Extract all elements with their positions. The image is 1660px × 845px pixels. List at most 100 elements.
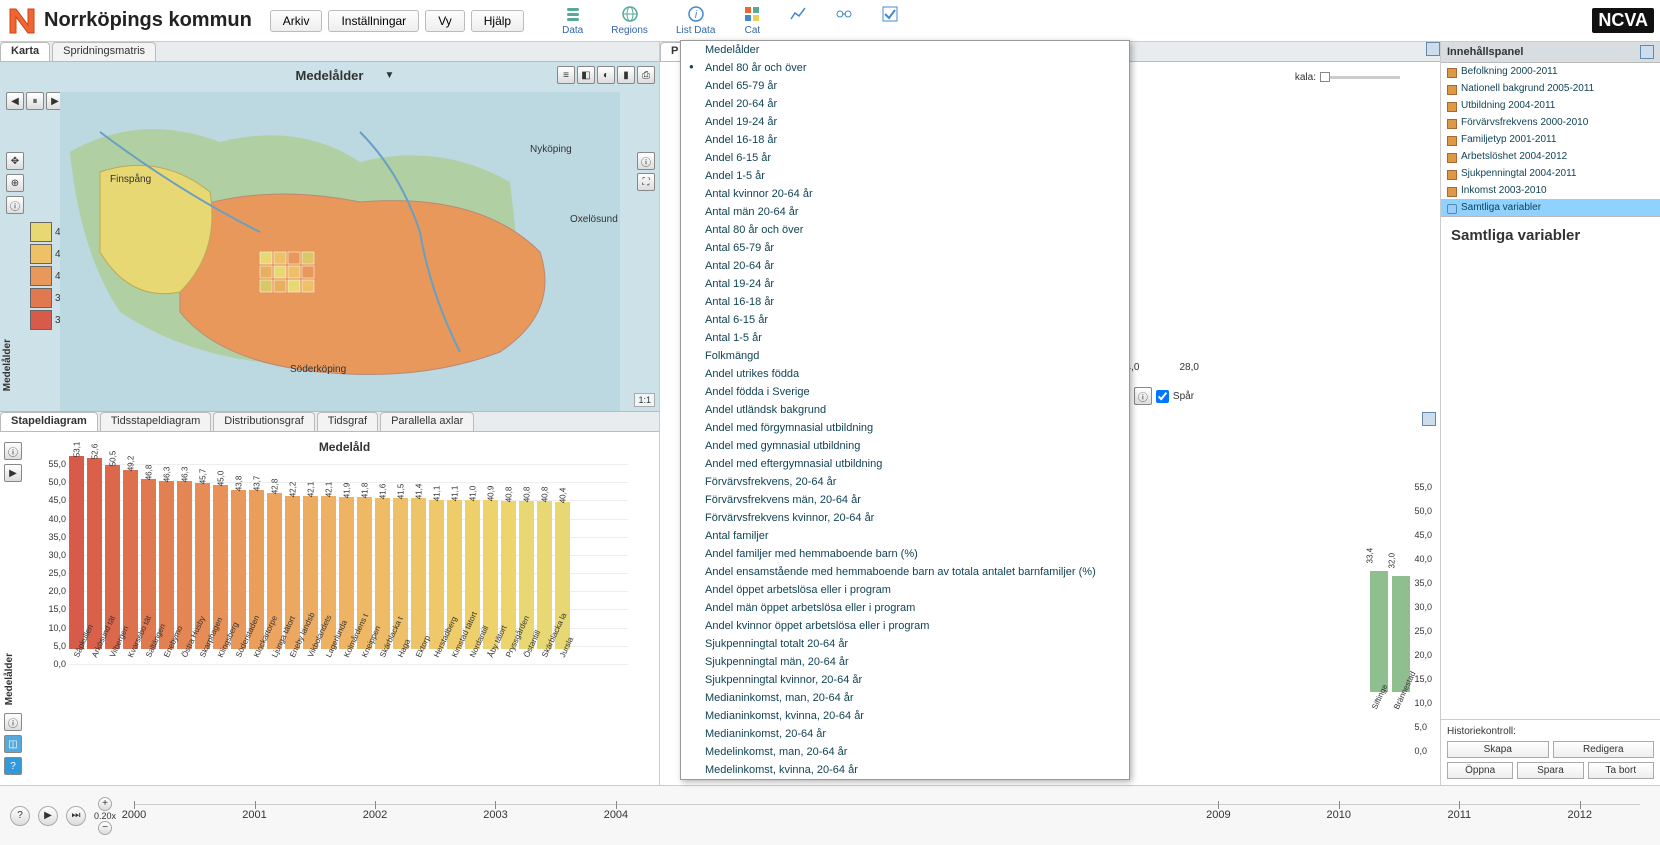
toolbar-link[interactable] — [835, 5, 853, 25]
dropdown-item[interactable]: Andel 6-15 år — [681, 149, 1129, 167]
nav-pause[interactable]: ⏸ — [26, 92, 44, 110]
history-redigera[interactable]: Redigera — [1553, 741, 1655, 758]
map-variable-dropdown[interactable]: ▼ — [385, 70, 395, 81]
chart-tab-3[interactable]: Tidsgraf — [317, 412, 378, 431]
timeline-year[interactable]: 2009 — [1206, 809, 1230, 821]
dropdown-item[interactable]: Andel 19-24 år — [681, 113, 1129, 131]
dropdown-item[interactable]: Andel med eftergymnasial utbildning — [681, 455, 1129, 473]
panel-item[interactable]: Sjukpenningtal 2004-2011 — [1441, 165, 1660, 182]
chart-tab-1[interactable]: Tidsstapeldiagram — [100, 412, 211, 431]
dropdown-item[interactable]: Antal 20-64 år — [681, 257, 1129, 275]
chart-help2-icon[interactable]: ? — [4, 757, 22, 775]
dropdown-item[interactable]: Andel utländsk bakgrund — [681, 401, 1129, 419]
timeline-year[interactable]: 2000 — [122, 809, 146, 821]
scale-slider[interactable] — [1320, 76, 1400, 79]
nav-left[interactable]: ◀ — [6, 92, 24, 110]
speed-down-button[interactable]: − — [98, 821, 112, 835]
content-panel-fullscreen[interactable] — [1640, 45, 1654, 59]
dropdown-item[interactable]: Medelinkomst, kvinna, 20-64 år — [681, 761, 1129, 779]
toolbar-chart[interactable] — [789, 5, 807, 25]
toolbar-check[interactable] — [881, 5, 899, 25]
dropdown-item[interactable]: Antal 19-24 år — [681, 275, 1129, 293]
dropdown-item[interactable]: Förvärvsfrekvens kvinnor, 20-64 år — [681, 509, 1129, 527]
pan-icon[interactable]: ✥ — [6, 152, 24, 170]
timeline-year[interactable]: 2004 — [604, 809, 628, 821]
dropdown-item[interactable]: Andel med gymnasial utbildning — [681, 437, 1129, 455]
dropdown-item[interactable]: Antal män 20-64 år — [681, 203, 1129, 221]
timeline-year[interactable]: 2002 — [363, 809, 387, 821]
panel-item-selected[interactable]: Samtliga variabler — [1441, 199, 1660, 216]
bar[interactable]: 41,4Ektorp — [410, 487, 427, 664]
dropdown-item[interactable]: Medianinkomst, 20-64 år — [681, 725, 1129, 743]
variable-dropdown[interactable]: MedelålderAndel 80 år och överAndel 65-7… — [680, 40, 1130, 780]
dropdown-item[interactable]: Förvärvsfrekvens, 20-64 år — [681, 473, 1129, 491]
menu-vy[interactable]: Vy — [425, 10, 465, 32]
spar-info-icon[interactable]: ⓘ — [1134, 387, 1152, 405]
layers-icon[interactable]: ≡ — [557, 66, 575, 84]
dropdown-item[interactable]: Andel utrikes födda — [681, 365, 1129, 383]
choropleth-map[interactable]: FinspångNyköpingOxelösundSöderköping — [60, 92, 620, 412]
dropdown-item[interactable]: Antal 65-79 år — [681, 239, 1129, 257]
contrast-icon[interactable]: ◐ — [597, 66, 615, 84]
panel-item[interactable]: Nationell bakgrund 2005-2011 — [1441, 80, 1660, 97]
green-bar[interactable]: 33,4Siftinge — [1370, 571, 1388, 692]
menu-inställningar[interactable]: Inställningar — [328, 10, 419, 32]
timeline-year[interactable]: 2001 — [242, 809, 266, 821]
timeline-help-icon[interactable]: ? — [10, 806, 30, 826]
dropdown-item[interactable]: Antal 16-18 år — [681, 293, 1129, 311]
timeline-year[interactable]: 2010 — [1327, 809, 1351, 821]
green-bar[interactable]: 32,0Brännestad — [1392, 576, 1410, 692]
menu-arkiv[interactable]: Arkiv — [270, 10, 323, 32]
toolbar-data[interactable]: Data — [562, 5, 583, 36]
toolbar-list data[interactable]: iList Data — [676, 5, 715, 36]
dropdown-item[interactable]: Andel öppet arbetslösa eller i program — [681, 581, 1129, 599]
chart-play-icon[interactable]: ▶ — [4, 464, 22, 482]
panel-item[interactable]: Förvärvsfrekvens 2000-2010 — [1441, 114, 1660, 131]
fullscreen-icon[interactable] — [1426, 42, 1440, 56]
dropdown-item[interactable]: Andel män öppet arbetslösa eller i progr… — [681, 599, 1129, 617]
spar-checkbox[interactable] — [1156, 390, 1169, 403]
dropdown-item[interactable]: Antal 6-15 år — [681, 311, 1129, 329]
info2-icon[interactable]: ⓘ — [637, 152, 655, 170]
history-skapa[interactable]: Skapa — [1447, 741, 1549, 758]
print-icon[interactable]: ⎙ — [637, 66, 655, 84]
menu-hjälp[interactable]: Hjälp — [471, 10, 524, 32]
dropdown-item[interactable]: Andel 20-64 år — [681, 95, 1129, 113]
map-tab-1[interactable]: Spridningsmatris — [52, 42, 156, 61]
dropdown-item[interactable]: Andel 65-79 år — [681, 77, 1129, 95]
timeline-step-button[interactable]: ⏭ — [66, 806, 86, 826]
dropdown-item[interactable]: Antal 1-5 år — [681, 329, 1129, 347]
chart-help-icon[interactable]: ⓘ — [4, 713, 22, 731]
dropdown-item[interactable]: Folkmängd — [681, 347, 1129, 365]
chart-tab-4[interactable]: Parallella axlar — [380, 412, 474, 431]
panel-item[interactable]: Utbildning 2004-2011 — [1441, 97, 1660, 114]
dropdown-item[interactable]: Andel kvinnor öppet arbetslösa eller i p… — [681, 617, 1129, 635]
toolbar-cat[interactable]: Cat — [743, 5, 761, 36]
chart-crop-icon[interactable]: ◫ — [4, 735, 22, 753]
dropdown-item[interactable]: Andel 80 år och över — [681, 59, 1129, 77]
green-chart-fullscreen[interactable] — [1422, 412, 1436, 426]
dropdown-item[interactable]: Andel familjer med hemmaboende barn (%) — [681, 545, 1129, 563]
dropdown-item[interactable]: Andel med förgymnasial utbildning — [681, 419, 1129, 437]
bar[interactable]: 53,1Såpkullen — [68, 445, 85, 664]
dropdown-item[interactable]: Andel födda i Sverige — [681, 383, 1129, 401]
timeline-track[interactable]: 200020012002200320042009201020112012 — [134, 804, 1640, 828]
timeline-year[interactable]: 2011 — [1447, 809, 1471, 821]
dropdown-item[interactable]: Antal kvinnor 20-64 år — [681, 185, 1129, 203]
toolbar-regions[interactable]: Regions — [611, 5, 648, 36]
panel-item[interactable]: Arbetslöshet 2004-2012 — [1441, 148, 1660, 165]
dropdown-item[interactable]: Sjukpenningtal kvinnor, 20-64 år — [681, 671, 1129, 689]
panel-item[interactable]: Familjetyp 2001-2011 — [1441, 131, 1660, 148]
panel-item[interactable]: Inkomst 2003-2010 — [1441, 182, 1660, 199]
dropdown-item[interactable]: Sjukpenningtal män, 20-64 år — [681, 653, 1129, 671]
expand-icon[interactable]: ⛶ — [637, 173, 655, 191]
dropdown-item[interactable]: Medianinkomst, man, 20-64 år — [681, 689, 1129, 707]
chart-tab-2[interactable]: Distributionsgraf — [213, 412, 314, 431]
dropdown-item[interactable]: Andel 1-5 år — [681, 167, 1129, 185]
timeline-play-button[interactable]: ▶ — [38, 806, 58, 826]
dropdown-item[interactable]: Medianinkomst, kvinna, 20-64 år — [681, 707, 1129, 725]
dropdown-item[interactable]: Förvärvsfrekvens män, 20-64 år — [681, 491, 1129, 509]
dropdown-item[interactable]: Medelålder — [681, 41, 1129, 59]
history-ta bort[interactable]: Ta bort — [1588, 762, 1654, 779]
panel-item[interactable]: Befolkning 2000-2011 — [1441, 63, 1660, 80]
